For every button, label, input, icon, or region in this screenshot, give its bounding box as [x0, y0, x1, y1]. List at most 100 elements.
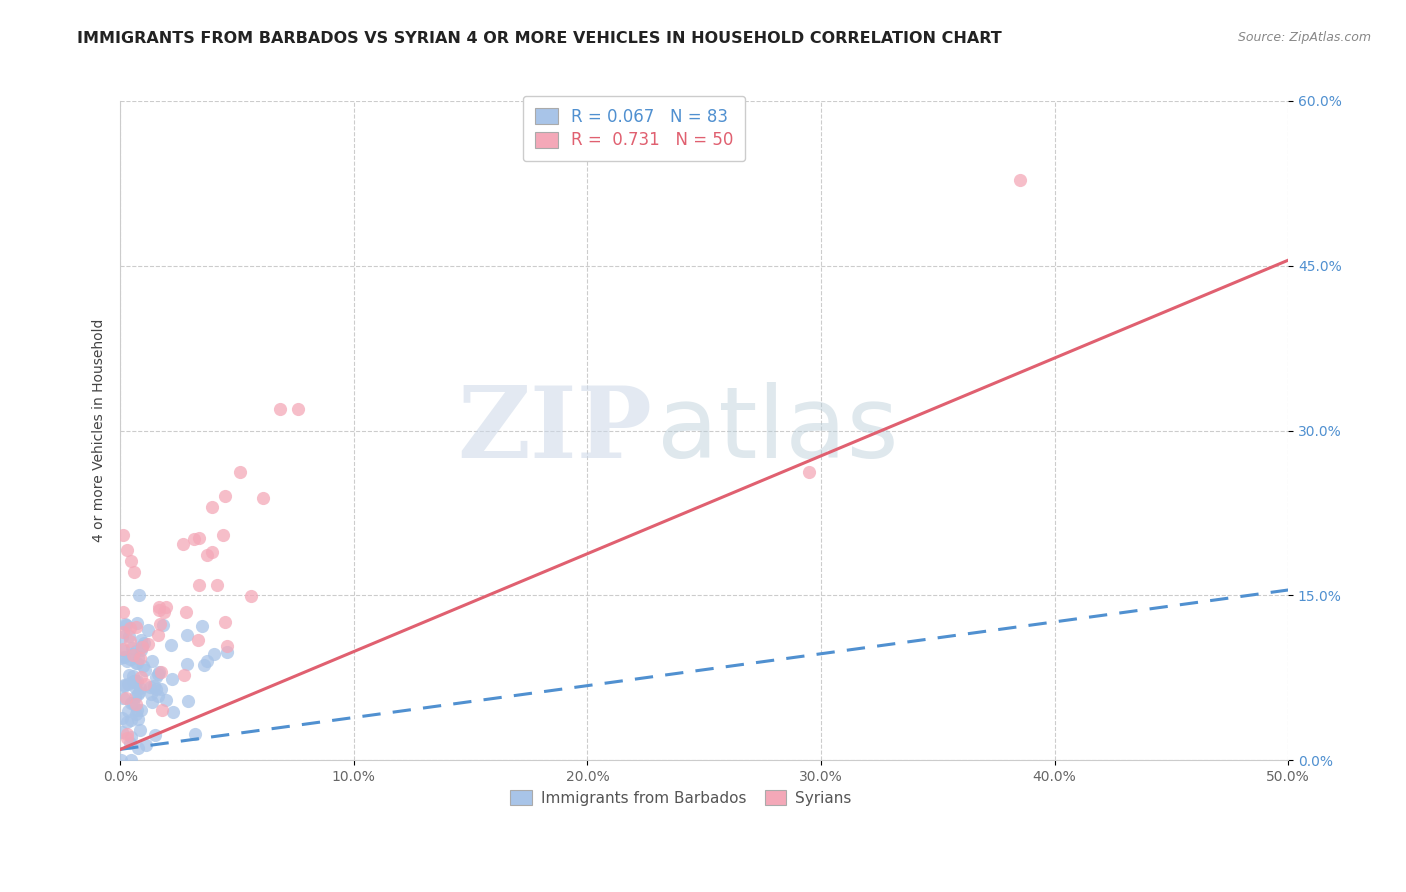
- Point: [214, 489, 236, 503]
- Point: [124, 674, 146, 689]
- Point: [184, 727, 207, 741]
- Point: [110, 651, 132, 665]
- Point: [117, 704, 139, 718]
- Point: [118, 629, 141, 643]
- Point: [149, 616, 172, 631]
- Point: [155, 693, 177, 707]
- Point: [128, 684, 150, 698]
- Point: [127, 651, 149, 665]
- Point: [148, 603, 170, 617]
- Point: [125, 697, 148, 711]
- Point: [188, 532, 211, 546]
- Point: [128, 588, 150, 602]
- Point: [197, 548, 219, 562]
- Point: [190, 619, 212, 633]
- Point: [1008, 173, 1031, 187]
- Point: [152, 605, 174, 619]
- Point: [111, 630, 134, 644]
- Point: [252, 491, 274, 505]
- Point: [188, 577, 211, 591]
- Point: [148, 600, 170, 615]
- Point: [124, 690, 146, 704]
- Point: [138, 623, 160, 637]
- Point: [127, 741, 149, 756]
- Point: [128, 681, 150, 695]
- Point: [122, 669, 145, 683]
- Point: [118, 668, 141, 682]
- Point: [131, 640, 153, 654]
- Point: [183, 532, 205, 546]
- Point: [112, 624, 135, 639]
- Point: [132, 636, 155, 650]
- Point: [122, 565, 145, 579]
- Point: [202, 648, 225, 662]
- Point: [110, 753, 132, 767]
- Point: [145, 682, 167, 697]
- Legend: Immigrants from Barbados, Syrians: Immigrants from Barbados, Syrians: [505, 784, 858, 812]
- Point: [122, 648, 145, 662]
- Point: [176, 657, 198, 672]
- Point: [129, 703, 152, 717]
- Point: [129, 632, 152, 647]
- Point: [111, 725, 134, 739]
- Point: [136, 637, 159, 651]
- Point: [239, 589, 262, 603]
- Point: [115, 654, 138, 668]
- Point: [174, 605, 197, 619]
- Point: [799, 466, 821, 480]
- Point: [172, 537, 194, 551]
- Point: [125, 707, 148, 722]
- Point: [121, 641, 143, 656]
- Point: [127, 712, 149, 726]
- Point: [120, 621, 142, 635]
- Point: [160, 638, 183, 652]
- Text: ZIP: ZIP: [457, 382, 651, 479]
- Point: [146, 666, 169, 681]
- Point: [120, 731, 142, 745]
- Point: [139, 680, 162, 694]
- Point: [143, 728, 166, 742]
- Point: [269, 401, 291, 416]
- Point: [141, 695, 163, 709]
- Point: [142, 679, 165, 693]
- Point: [111, 528, 134, 542]
- Point: [115, 691, 138, 706]
- Point: [129, 643, 152, 657]
- Point: [115, 714, 138, 729]
- Point: [118, 652, 141, 666]
- Point: [125, 619, 148, 633]
- Point: [122, 674, 145, 689]
- Point: [141, 687, 163, 701]
- Point: [134, 663, 156, 677]
- Point: [187, 632, 209, 647]
- Point: [111, 606, 134, 620]
- Point: [111, 642, 134, 657]
- Point: [214, 615, 236, 629]
- Point: [150, 703, 173, 717]
- Point: [120, 696, 142, 710]
- Point: [150, 681, 173, 696]
- Point: [173, 667, 195, 681]
- Point: [148, 689, 170, 703]
- Point: [145, 670, 167, 684]
- Point: [114, 616, 136, 631]
- Point: [120, 554, 142, 568]
- Point: [287, 401, 309, 416]
- Point: [120, 634, 142, 648]
- Point: [201, 500, 224, 514]
- Point: [134, 677, 156, 691]
- Point: [111, 711, 134, 725]
- Point: [117, 677, 139, 691]
- Point: [111, 642, 134, 657]
- Point: [197, 654, 219, 668]
- Point: [121, 647, 143, 661]
- Point: [115, 731, 138, 746]
- Point: [148, 665, 170, 679]
- Point: [112, 649, 135, 664]
- Point: [114, 618, 136, 632]
- Point: [176, 628, 198, 642]
- Point: [131, 640, 153, 654]
- Point: [120, 753, 142, 767]
- Point: [127, 688, 149, 702]
- Y-axis label: 4 or more Vehicles in Household: 4 or more Vehicles in Household: [93, 319, 107, 542]
